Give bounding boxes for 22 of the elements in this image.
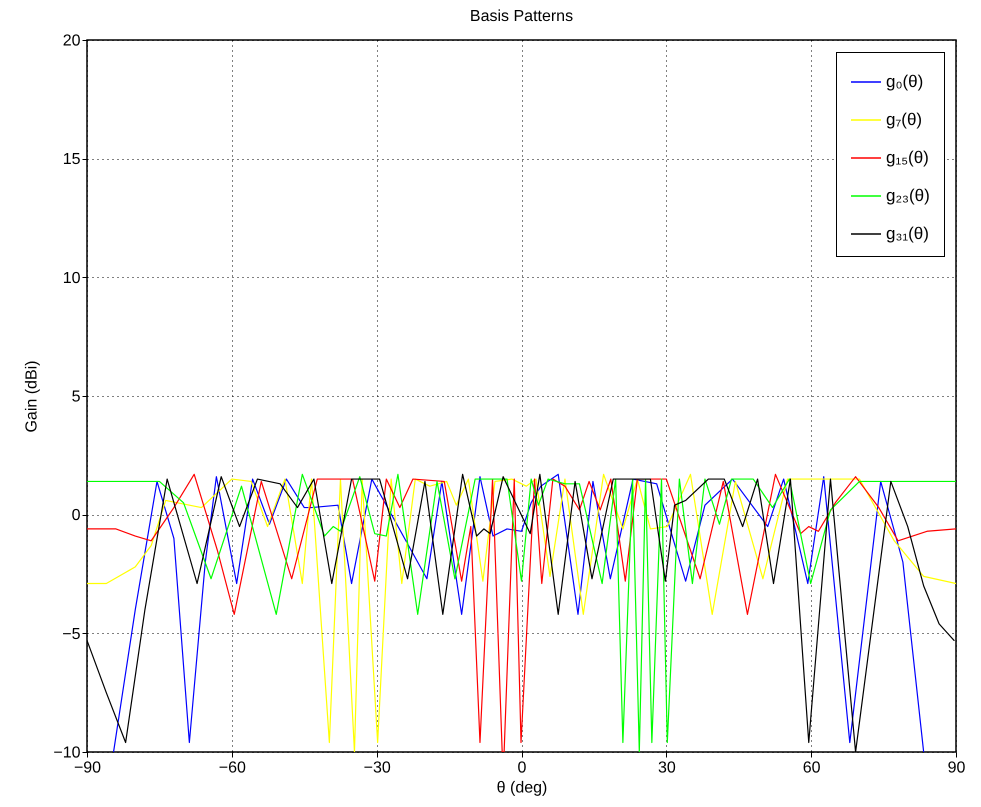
y-tick-label: 20 [62,32,81,50]
y-tick-label: 15 [62,151,81,168]
legend-label: g₁₅(θ) [886,148,929,167]
y-tick-label: −5 [62,626,81,643]
legend-label: g₃₁(θ) [886,224,929,243]
legend-label: g₇(θ) [886,110,922,129]
x-tick-label: −90 [74,760,102,776]
x-tick-label: 90 [948,760,966,776]
x-tick-label: −30 [364,760,391,776]
x-tick-label: 0 [518,760,527,776]
x-tick-label: −60 [218,760,246,776]
y-axis-title: Gain (dBi) [23,360,40,433]
y-tick-label: 10 [62,270,81,287]
x-tick-label: 30 [658,760,676,776]
y-tick-label: 5 [72,388,81,406]
y-tick-label: −10 [53,744,81,762]
legend-label: g₂₃(θ) [886,186,930,205]
y-tick-label: 0 [72,507,81,524]
x-axis-title: θ (deg) [496,780,548,796]
chart-title: Basis Patterns [470,8,574,25]
x-tick-label: 60 [802,760,821,776]
legend-label: g₀(θ) [886,72,924,91]
